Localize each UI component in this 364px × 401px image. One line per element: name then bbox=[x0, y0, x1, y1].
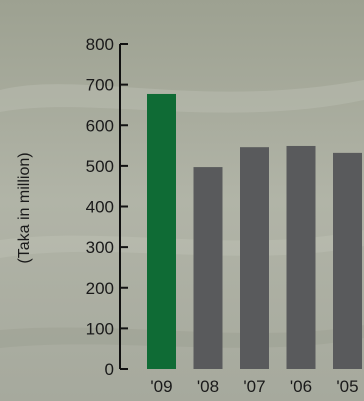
x-category-label: '09 bbox=[150, 377, 172, 396]
y-tick-label: 700 bbox=[86, 76, 114, 95]
background-texture bbox=[0, 230, 364, 258]
background-texture bbox=[0, 325, 364, 348]
y-tick-label: 400 bbox=[86, 198, 114, 217]
x-category-label: '08 bbox=[197, 377, 219, 396]
bar-2 bbox=[240, 147, 269, 369]
y-tick-label: 100 bbox=[86, 319, 114, 338]
background-texture bbox=[0, 80, 364, 113]
bar-3 bbox=[286, 145, 316, 369]
bar-1 bbox=[193, 167, 223, 369]
y-tick-label: 0 bbox=[105, 360, 114, 379]
x-category-label: '05 bbox=[336, 377, 358, 396]
bar-0 bbox=[147, 93, 176, 369]
y-tick-label: 500 bbox=[86, 157, 114, 176]
y-axis-title: (Taka in million) bbox=[16, 152, 33, 263]
y-tick-label: 300 bbox=[86, 238, 114, 257]
x-category-label: '07 bbox=[243, 377, 265, 396]
y-tick-label: 600 bbox=[86, 116, 114, 135]
y-tick-label: 200 bbox=[86, 279, 114, 298]
bar-4 bbox=[333, 152, 362, 369]
x-category-label: '06 bbox=[290, 377, 312, 396]
y-tick-label: 800 bbox=[86, 35, 114, 54]
